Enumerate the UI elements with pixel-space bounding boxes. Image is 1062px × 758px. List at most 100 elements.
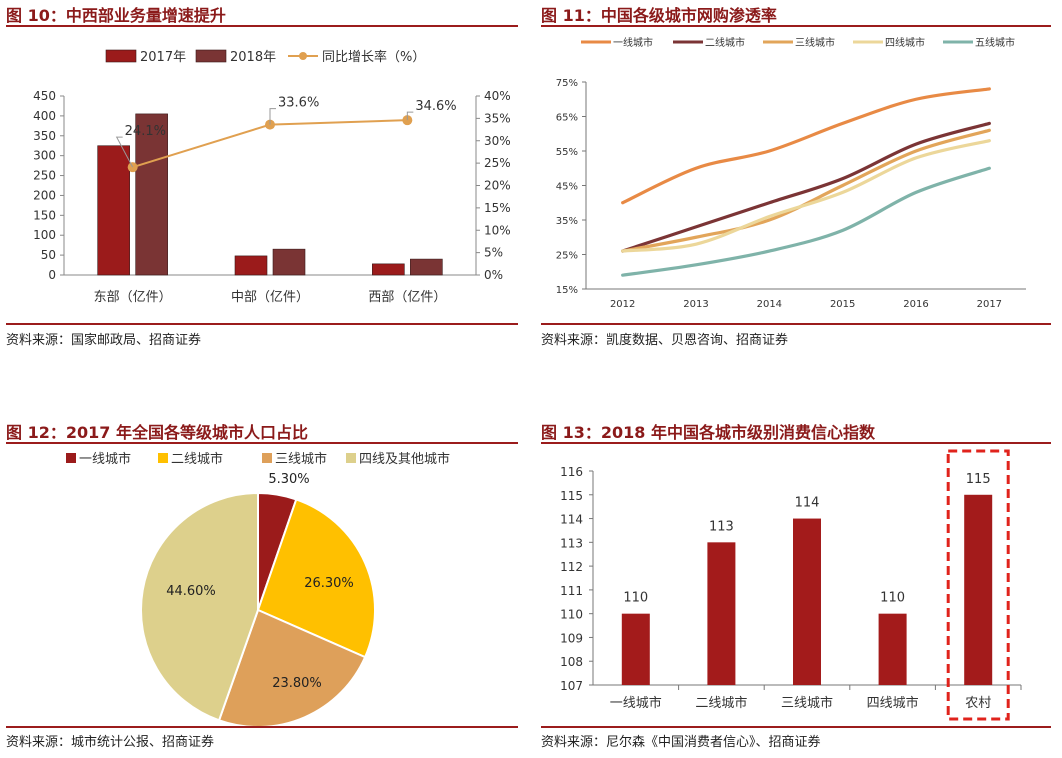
figure-10-source: 资料来源：国家邮政局、招商证券 xyxy=(6,333,202,348)
x-tick-label: 2013 xyxy=(683,299,708,310)
x-tick-label: 2017 xyxy=(977,299,1002,310)
figure-11-title: 图 11：中国各级城市网购渗透率 xyxy=(541,6,777,25)
figure-11-chart: 15% 25% 35% 45% 55% 65% 75% 2012 2013 2014 2015 201… xyxy=(556,36,1026,310)
legend-swatch xyxy=(66,453,76,463)
figure-10-chart: 0 50 100 150 200 250 300 350 400 450 0% 5% 10% 15% 20%… xyxy=(33,49,511,305)
y2-tick-label: 30% xyxy=(484,134,511,148)
pie-data-label: 23.80% xyxy=(272,676,322,691)
y-tick-label: 55% xyxy=(556,147,578,158)
line-四线城市 xyxy=(621,139,991,253)
figure-12-title: 图 12：2017 年全国各等级城市人口占比 xyxy=(6,423,308,442)
bar-2017年 xyxy=(234,255,268,276)
figure-10-title: 图 10：中西部业务量增速提升 xyxy=(6,6,226,25)
figure-13-chart: 107 108 109 110 111 112 113 114 115 116 110 一线城市 113… xyxy=(560,449,1022,721)
legend-swatch xyxy=(195,49,227,63)
x-tick-label: 2012 xyxy=(610,299,635,310)
legend-marker xyxy=(299,52,307,60)
x-tick-label: 西部（亿件） xyxy=(368,290,446,305)
y-tick-label: 15% xyxy=(556,285,578,296)
legend-swatch xyxy=(262,453,272,463)
bar-2018年 xyxy=(135,113,168,276)
figure-12-source: 资料来源：城市统计公报、招商证券 xyxy=(6,735,215,750)
bar-一线城市 xyxy=(621,613,650,685)
legend-label: 一线城市 xyxy=(613,36,653,49)
legend-label: 一线城市 xyxy=(79,451,131,467)
y2-tick-label: 0% xyxy=(484,268,503,282)
pie-data-label: 5.30% xyxy=(268,472,309,487)
figure-13-source-rule xyxy=(541,726,1051,728)
growth-label-leader xyxy=(406,111,414,121)
figure-11-source: 资料来源：凯度数据、贝恩咨询、招商证券 xyxy=(541,333,789,348)
pie-slice-三线城市 xyxy=(217,608,367,727)
y-tick-label: 115 xyxy=(560,489,583,503)
legend-label: 二线城市 xyxy=(171,451,223,467)
legend-label: 四线城市 xyxy=(885,36,925,49)
line-二线城市 xyxy=(621,121,991,253)
highlight-box xyxy=(946,449,1010,721)
pie-data-label: 44.60% xyxy=(166,584,216,599)
y-tick-label: 200 xyxy=(33,188,56,202)
growth-label-leader xyxy=(269,108,276,125)
growth-data-label: 34.6% xyxy=(415,99,456,114)
y-tick-label: 400 xyxy=(33,109,56,123)
growth-label-leader xyxy=(115,136,134,168)
y2-tick-label: 10% xyxy=(484,223,511,237)
legend-label: 2018年 xyxy=(230,50,276,65)
legend-label: 同比增长率（%） xyxy=(322,49,425,65)
bar-三线城市 xyxy=(793,518,821,685)
figure-11-panel: 图 11：中国各级城市网购渗透率 15% 25% 35% 45% 55% 65% 75% 20… xyxy=(541,0,1051,360)
legend-label: 五线城市 xyxy=(975,36,1015,49)
y-tick-label: 50 xyxy=(41,248,56,262)
x-tick-label: 东部（亿件） xyxy=(94,290,172,305)
y-tick-label: 75% xyxy=(556,78,578,89)
y-tick-label: 150 xyxy=(33,208,56,222)
y-tick-label: 45% xyxy=(556,182,578,193)
figure-12-source-rule xyxy=(6,726,518,728)
y-tick-label: 65% xyxy=(556,113,578,124)
y2-tick-label: 15% xyxy=(484,201,511,215)
legend-label: 四线及其他城市 xyxy=(359,451,450,467)
legend-swatch xyxy=(105,49,137,63)
y-tick-label: 107 xyxy=(560,679,583,693)
pie-slice-二线城市 xyxy=(256,498,376,659)
x-tick-label: 2015 xyxy=(830,299,855,310)
bar-data-label: 110 xyxy=(623,591,648,606)
legend-swatch xyxy=(346,453,356,463)
bar-data-label: 113 xyxy=(709,519,734,534)
bar-农村 xyxy=(964,494,993,685)
figure-12-panel: 图 12：2017 年全国各等级城市人口占比 5.30% 26.30% 23.80%… xyxy=(6,417,518,757)
y2-tick-label: 25% xyxy=(484,156,511,170)
y2-tick-label: 35% xyxy=(484,111,511,125)
growth-data-label: 24.1% xyxy=(125,124,166,139)
line-一线城市 xyxy=(621,87,991,205)
legend-label: 2017年 xyxy=(140,50,186,65)
x-tick-label: 三线城市 xyxy=(781,695,833,711)
x-tick-label: 四线城市 xyxy=(867,695,919,711)
y-tick-label: 100 xyxy=(33,228,56,242)
x-tick-label: 2016 xyxy=(903,299,928,310)
legend-swatch xyxy=(158,453,168,463)
legend-label: 三线城市 xyxy=(795,36,835,49)
bar-data-label: 114 xyxy=(795,496,820,511)
figure-10-title-rule xyxy=(6,25,518,27)
y-tick-label: 110 xyxy=(560,608,583,622)
y-tick-label: 109 xyxy=(560,631,583,645)
figure-10-panel: 图 10：中西部业务量增速提升 0 50 100 150 200 250 300 350 400… xyxy=(6,0,518,360)
x-tick-label: 二线城市 xyxy=(695,695,747,711)
y-tick-label: 450 xyxy=(33,89,56,103)
figure-13-title: 图 13：2018 年中国各城市级别消费信心指数 xyxy=(541,423,875,442)
y-tick-label: 35% xyxy=(556,216,578,227)
y-tick-label: 112 xyxy=(560,560,583,574)
growth-data-label: 33.6% xyxy=(278,96,319,111)
bar-data-label: 115 xyxy=(966,472,991,487)
figure-12-chart: 5.30% 26.30% 23.80% 44.60% 一线城市 二线城市 三线城市 四线及其他… xyxy=(66,451,450,727)
y2-tick-label: 20% xyxy=(484,179,511,193)
y-tick-label: 114 xyxy=(560,513,583,527)
y-tick-label: 0 xyxy=(48,268,56,282)
bar-2017年 xyxy=(97,145,130,276)
figure-12-title-rule xyxy=(6,442,518,444)
bar-二线城市 xyxy=(707,542,736,685)
figure-13-panel: 图 13：2018 年中国各城市级别消费信心指数 107 108 109 110 111… xyxy=(541,417,1051,757)
x-tick-label: 中部（亿件） xyxy=(231,290,309,305)
pie-data-label: 26.30% xyxy=(304,576,354,591)
